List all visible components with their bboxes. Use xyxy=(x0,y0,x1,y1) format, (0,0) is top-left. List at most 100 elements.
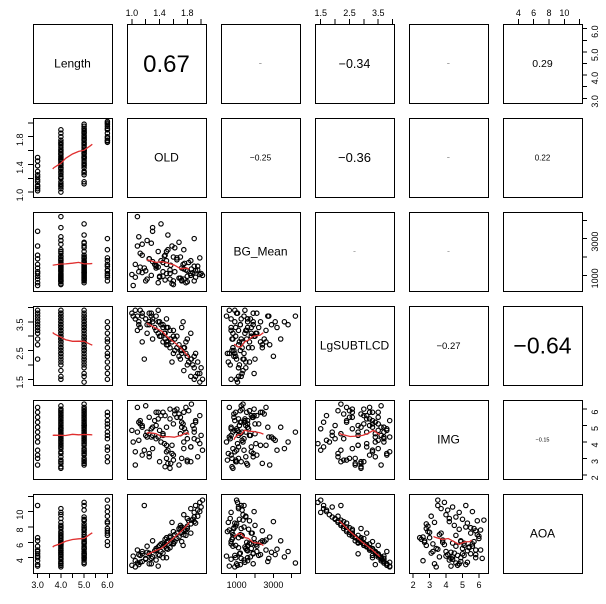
data-point xyxy=(104,246,111,253)
data-point xyxy=(177,524,184,531)
data-point xyxy=(335,450,341,457)
data-point xyxy=(34,502,41,509)
data-point xyxy=(340,518,347,525)
data-point xyxy=(338,447,344,453)
corr-value-r2-c3: − xyxy=(353,249,356,254)
data-point xyxy=(188,517,195,523)
data-point xyxy=(240,517,246,523)
data-point xyxy=(34,563,41,569)
data-point xyxy=(250,319,256,325)
data-point xyxy=(439,537,446,543)
data-point xyxy=(58,339,64,345)
data-point xyxy=(81,275,87,281)
data-point xyxy=(58,547,64,553)
data-point xyxy=(236,551,243,557)
data-point xyxy=(433,545,439,552)
data-point xyxy=(153,557,159,563)
data-point xyxy=(191,353,197,360)
data-point xyxy=(58,268,64,274)
data-point xyxy=(81,169,87,176)
data-point xyxy=(155,416,161,422)
panel-r0-c4 xyxy=(409,24,489,104)
data-point xyxy=(292,429,299,435)
panel-r3-c1 xyxy=(127,306,207,386)
data-point xyxy=(248,324,255,331)
data-point xyxy=(134,547,141,553)
data-point xyxy=(149,228,156,235)
data-point xyxy=(130,282,136,289)
data-point xyxy=(375,414,381,421)
data-point xyxy=(58,224,64,231)
data-point xyxy=(104,336,111,342)
data-point xyxy=(335,513,341,519)
data-point xyxy=(281,445,288,452)
data-point xyxy=(81,499,87,506)
data-point xyxy=(81,373,87,380)
data-point xyxy=(386,559,393,566)
data-point xyxy=(34,404,41,411)
data-point xyxy=(181,246,187,253)
data-point xyxy=(167,465,173,472)
data-point xyxy=(177,356,184,362)
data-point xyxy=(184,458,191,465)
diag-label-Length: Length xyxy=(54,57,91,71)
data-point xyxy=(254,310,260,316)
data-point xyxy=(363,416,370,422)
data-point xyxy=(34,265,41,271)
data-point xyxy=(81,502,87,509)
data-point xyxy=(139,551,145,557)
data-point xyxy=(191,263,197,269)
smooth-line-r5-c2 xyxy=(233,532,264,547)
data-point xyxy=(156,274,163,280)
data-point xyxy=(137,250,143,257)
data-point xyxy=(184,435,191,442)
data-point xyxy=(81,163,87,169)
data-point xyxy=(188,257,194,264)
data-point xyxy=(146,414,152,421)
data-point xyxy=(81,129,87,136)
data-point xyxy=(266,434,272,440)
data-point xyxy=(232,350,238,357)
data-point xyxy=(104,370,111,377)
data-point xyxy=(467,530,474,536)
data-point xyxy=(438,505,444,512)
data-point xyxy=(238,525,244,532)
data-point xyxy=(454,552,461,559)
data-point xyxy=(257,442,264,449)
data-point xyxy=(247,554,254,560)
data-point xyxy=(285,548,291,555)
data-point xyxy=(190,422,196,429)
data-point xyxy=(58,174,64,180)
data-point xyxy=(257,319,264,325)
data-point xyxy=(323,508,330,515)
data-point xyxy=(148,561,155,567)
data-point xyxy=(181,511,187,518)
data-point xyxy=(58,511,64,518)
data-point xyxy=(81,268,87,274)
data-point xyxy=(223,313,230,319)
data-point xyxy=(146,256,152,262)
data-point xyxy=(178,278,185,284)
data-point xyxy=(456,526,462,533)
data-point xyxy=(255,421,262,427)
data-point xyxy=(104,525,111,532)
panel-r4-c0 xyxy=(33,400,113,480)
data-point xyxy=(181,367,187,374)
data-point xyxy=(156,333,163,339)
data-point xyxy=(239,437,245,444)
smooth-line-r4-c3 xyxy=(338,429,381,438)
data-point xyxy=(366,452,373,458)
data-point xyxy=(244,316,251,322)
data-point xyxy=(58,213,64,220)
axis-tick-label: 1.0 xyxy=(126,8,139,18)
data-point xyxy=(34,256,41,262)
data-point xyxy=(162,463,168,470)
data-point xyxy=(198,432,204,439)
data-point xyxy=(228,424,234,430)
data-point xyxy=(34,273,41,280)
data-point xyxy=(81,414,87,421)
data-point xyxy=(238,336,244,342)
data-point xyxy=(317,509,324,516)
data-point xyxy=(245,344,252,351)
data-point xyxy=(317,426,324,432)
